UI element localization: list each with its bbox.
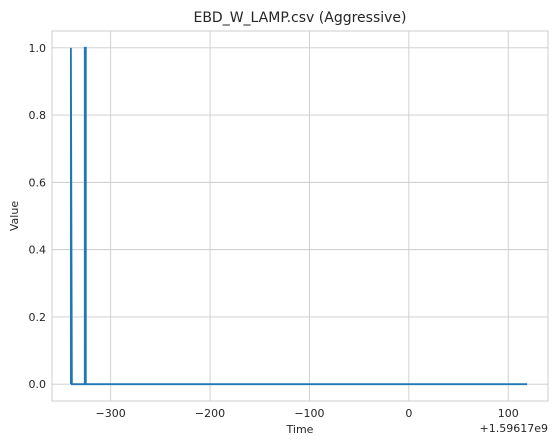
x-tick-label: 0 <box>405 407 412 420</box>
plot-frame <box>51 30 549 402</box>
x-axis-offset-label: +1.59617e9 <box>480 422 548 435</box>
series-line-0 <box>69 46 528 386</box>
y-tick-label: 0.4 <box>29 244 47 257</box>
y-tick-label: 0.6 <box>29 176 47 189</box>
x-tick-label: −100 <box>294 407 324 420</box>
x-tick-label: 100 <box>498 407 519 420</box>
series-group <box>69 46 528 386</box>
grid <box>52 31 548 401</box>
chart-title: EBD_W_LAMP.csv (Aggressive) <box>193 10 406 26</box>
y-axis-label: Value <box>8 201 21 231</box>
y-tick-label: 0.8 <box>29 109 47 122</box>
y-tick-label: 1.0 <box>29 42 47 55</box>
x-ticks: −300 −200 −100 0 100 <box>96 407 519 420</box>
y-tick-label: 0.0 <box>29 378 47 391</box>
y-tick-label: 0.2 <box>29 311 47 324</box>
y-ticks: 0.0 0.2 0.4 0.6 0.8 1.0 <box>29 42 47 391</box>
x-axis-label: Time <box>286 423 314 436</box>
x-tick-label: −200 <box>195 407 225 420</box>
x-tick-label: −300 <box>96 407 126 420</box>
